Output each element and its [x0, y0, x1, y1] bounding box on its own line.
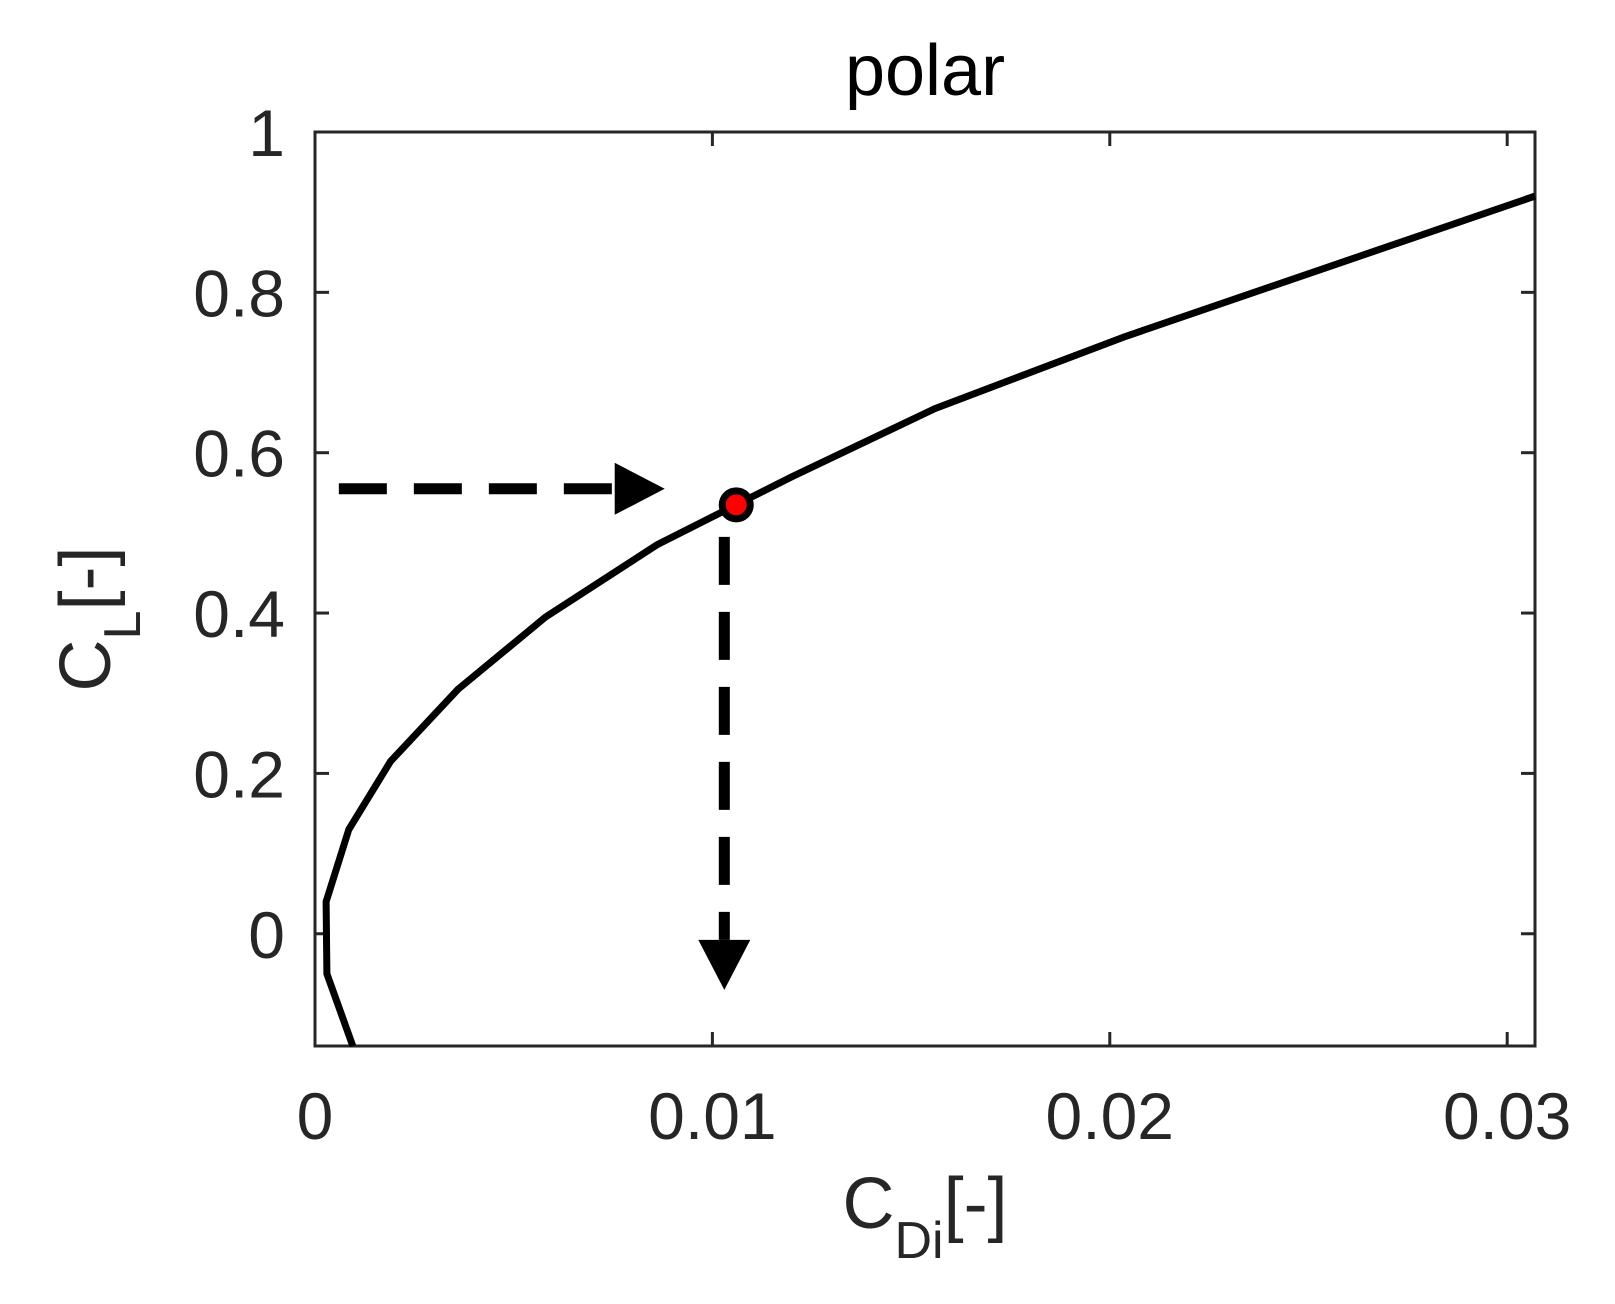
svg-text:CL[-]: CL[-] — [46, 547, 152, 692]
arrow-head — [614, 462, 665, 515]
x-tick-label: 0 — [297, 1079, 334, 1153]
y-tick-label: 1 — [248, 96, 285, 170]
y-tick-label: 0.2 — [193, 737, 285, 811]
x-axis-label: CDi[-] — [842, 1164, 1007, 1270]
chart-title: polar — [845, 31, 1005, 111]
y-axis-label: CL[-] — [46, 547, 152, 692]
plot-area — [313, 130, 1537, 1048]
x-tick-label: 0.02 — [1046, 1079, 1174, 1153]
y-tick-label: 0.8 — [193, 256, 285, 330]
x-tick-label: 0.01 — [648, 1079, 776, 1153]
y-tick-label: 0.6 — [193, 417, 285, 491]
y-tick-label: 0 — [248, 898, 285, 972]
svg-text:CDi[-]: CDi[-] — [842, 1164, 1007, 1270]
polar-curve — [322, 192, 1537, 1048]
marker-layer — [718, 487, 754, 523]
x-tick-label: 0.03 — [1443, 1079, 1571, 1153]
y-tick-label: 0.4 — [193, 577, 285, 651]
x-axis-ticks: 0 0.01 0.02 0.03 — [297, 132, 1571, 1153]
y-axis-ticks: 0 0.2 0.4 0.6 0.8 1 — [193, 96, 1535, 972]
operating-point-marker — [718, 487, 754, 523]
series-layer — [322, 192, 1537, 1048]
annotation-arrows — [338, 462, 751, 990]
arrow-head — [698, 939, 751, 990]
